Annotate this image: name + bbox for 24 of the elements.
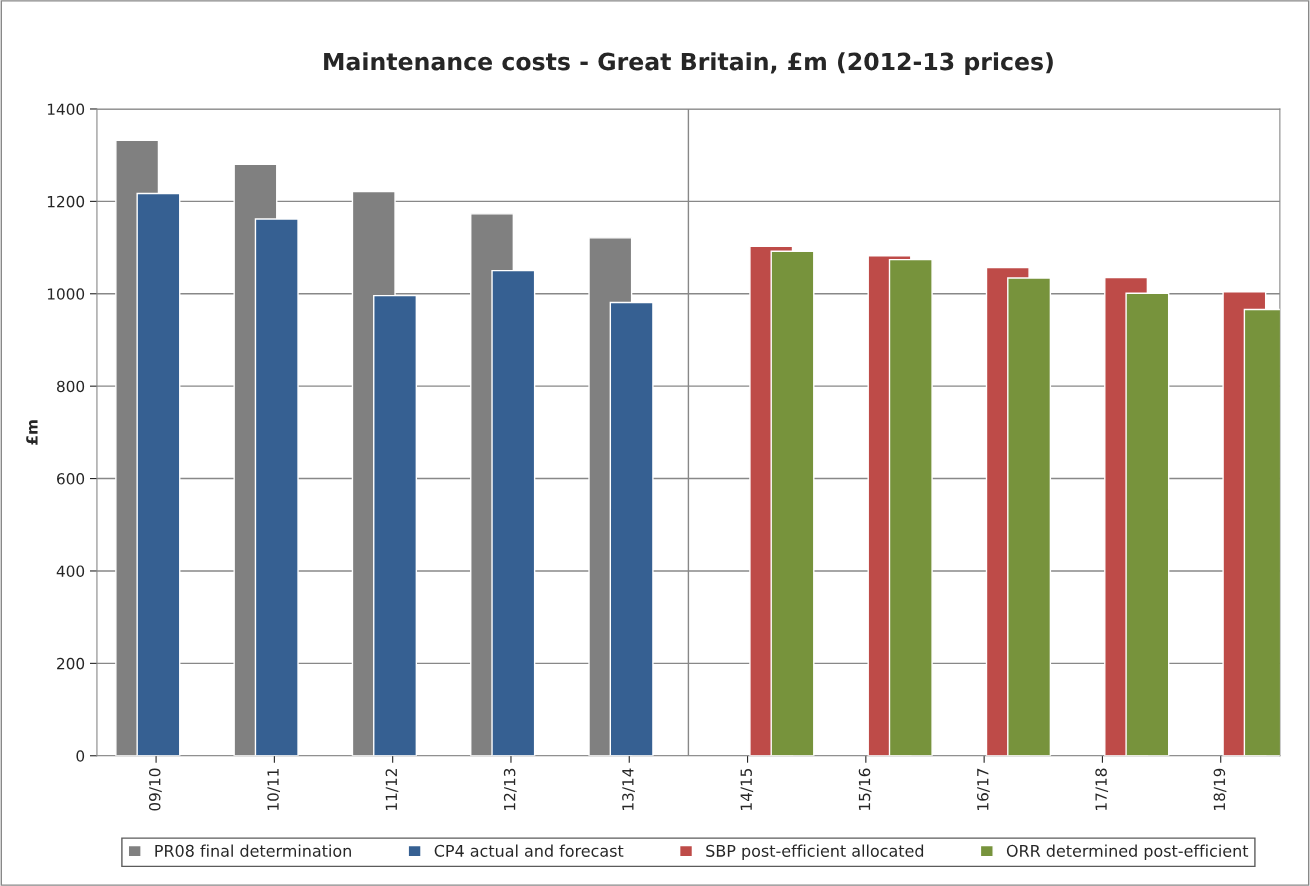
x-tick-label: 14/15	[740, 768, 754, 810]
y-axis-title: £m	[26, 420, 38, 445]
y-tick-label: 200	[57, 657, 85, 670]
x-tick-label: 13/14	[622, 768, 635, 810]
x-tick-label: 10/11	[267, 768, 281, 810]
y-tick-label: 800	[57, 380, 85, 393]
x-tick-label: 09/10	[148, 768, 162, 811]
x-tick-label: 17/18	[1095, 768, 1109, 810]
x-tick-label: 11/12	[385, 769, 399, 810]
y-tick-label: 1400	[47, 103, 85, 115]
legend-label: ORR determined post-efficient	[1006, 844, 1249, 860]
x-tick-label: 18/19	[1213, 768, 1227, 810]
y-tick-label: 0	[76, 750, 85, 762]
legend-label: SBP post-efficient allocated	[706, 844, 924, 860]
x-tick-label: 16/17	[977, 768, 990, 810]
x-tick-label: 15/16	[858, 768, 872, 810]
chart-title: Maintenance costs - Great Britain, £m (2012-13 prices)	[324, 52, 1053, 75]
y-tick-label: 400	[56, 565, 85, 577]
y-tick-label: 1000	[47, 288, 85, 300]
x-tick-label: 12/13	[503, 768, 517, 810]
y-tick-label: 1200	[47, 195, 85, 208]
legend-label: CP4 actual and forecast	[434, 844, 624, 857]
y-tick-label: 600	[57, 473, 85, 485]
legend-label: PR08 final determination	[155, 844, 351, 857]
